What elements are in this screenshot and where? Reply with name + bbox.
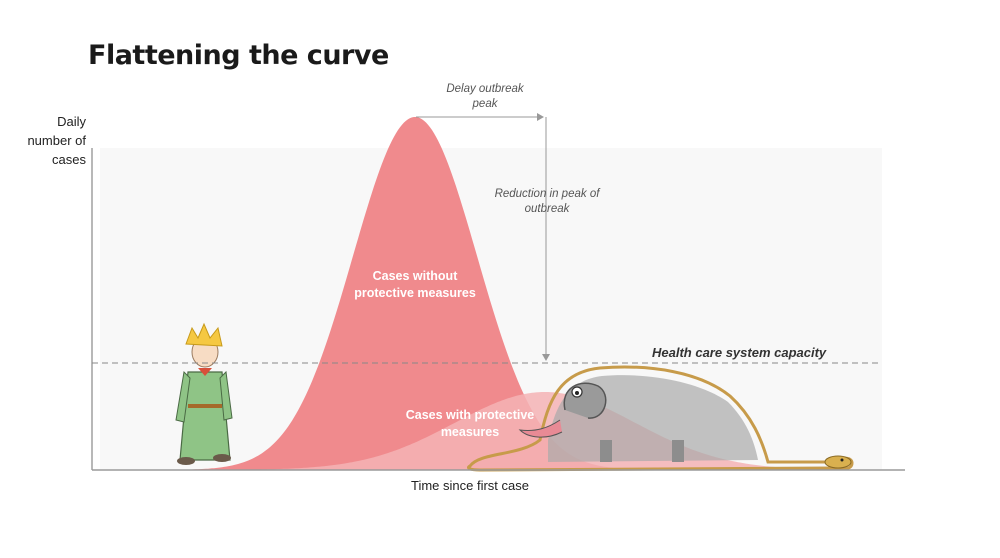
reduction-peak-annotation: Reduction in peak of outbreak <box>494 188 600 215</box>
series-without-measures-area <box>100 117 700 470</box>
series-without-measures-label: Cases without protective measures <box>354 269 476 300</box>
chart-title: Flattening the curve <box>88 40 389 71</box>
x-axis-label: Time since first case <box>411 478 529 493</box>
delay-peak-annotation: Delay outbreak peak <box>446 83 524 110</box>
little-prince-illustration <box>175 322 233 465</box>
capacity-label: Health care system capacity <box>652 345 827 360</box>
series-with-measures-label: Cases with protective measures <box>405 408 535 439</box>
y-axis-label: Daily number of cases <box>27 114 86 167</box>
boa-elephant-illustration <box>466 365 854 472</box>
